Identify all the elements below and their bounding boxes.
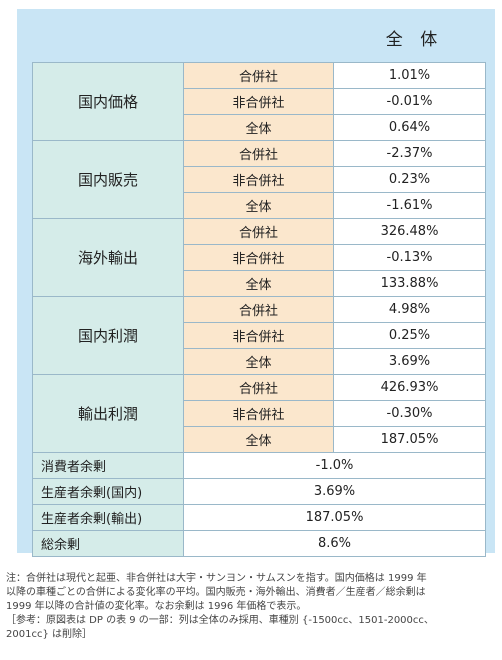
row-value: -0.13% <box>333 244 486 271</box>
row-value: 0.64% <box>333 114 486 141</box>
surplus-value: 3.69% <box>183 478 486 505</box>
surplus-value: 187.05% <box>183 504 486 531</box>
table-row: 非合併社 -0.13% <box>33 244 486 271</box>
surplus-label: 生産者余剰(輸出) <box>32 504 184 531</box>
category-domestic-price: 国内価格 <box>32 62 184 141</box>
row-value: 0.23% <box>333 166 486 193</box>
row-value: 3.69% <box>333 348 486 375</box>
table-row: 国内販売 合併社 -2.37% <box>32 140 486 219</box>
row-value: -0.01% <box>333 88 486 115</box>
row-label: 合併社 <box>183 374 334 401</box>
category-domestic-profit: 国内利潤 <box>32 296 184 375</box>
table-row: 非合併社 0.23% <box>33 166 486 193</box>
row-label: 合併社 <box>183 62 334 89</box>
surplus-value: -1.0% <box>183 452 486 479</box>
table-row: 全体 0.64% <box>33 114 486 141</box>
row-value: 133.88% <box>333 270 486 297</box>
row-label: 全体 <box>183 114 334 141</box>
row-value: 0.25% <box>333 322 486 349</box>
row-value: 1.01% <box>333 62 486 89</box>
surplus-label: 総余剰 <box>32 530 184 557</box>
column-header-total: 全 体 <box>385 30 444 50</box>
row-value: 4.98% <box>333 296 486 323</box>
table-row: 海外輸出 合併社 326.48% <box>32 218 486 297</box>
table-row: 消費者余剰 -1.0% <box>32 452 486 479</box>
row-value: -1.61% <box>333 192 486 219</box>
row-label: 合併社 <box>183 218 334 245</box>
category-export-profit: 輸出利潤 <box>32 374 184 453</box>
row-label: 全体 <box>183 426 334 453</box>
row-value: 187.05% <box>333 426 486 453</box>
row-label: 非合併社 <box>183 322 334 349</box>
table-row: 生産者余剰(国内) 3.69% <box>32 478 486 505</box>
table-row: 輸出利潤 合併社 426.93% <box>32 374 486 453</box>
row-label: 合併社 <box>183 140 334 167</box>
row-value: -0.30% <box>333 400 486 427</box>
category-overseas-export: 海外輸出 <box>32 218 184 297</box>
row-label: 非合併社 <box>183 88 334 115</box>
table-row: 総余剰 8.6% <box>32 530 486 557</box>
table-row: 非合併社 0.25% <box>33 322 486 349</box>
table-row: 全体 3.69% <box>33 348 486 375</box>
footnote-line: 1999 年以降の合計値の変化率。なお余剰は 1996 年価格で表示。 <box>6 601 307 612</box>
results-table: 国内価格 合併社 1.01% 非合併社 -0.01% 全体 0.64% 国内販売… <box>32 62 486 557</box>
row-label: 全体 <box>183 192 334 219</box>
footnote-line: 注：合併社は現代と起亜、非合併社は大宇・サンヨン・サムスンを指す。国内価格は 1… <box>6 573 427 584</box>
row-value: -2.37% <box>333 140 486 167</box>
footnote-line: ［参考：原図表は DP の表 9 の一部：列は全体のみ採用、車種別 {-1500… <box>6 615 434 626</box>
table-row: 全体 133.88% <box>33 270 486 297</box>
table-row: 非合併社 -0.30% <box>33 400 486 427</box>
row-label: 非合併社 <box>183 244 334 271</box>
table-row: 全体 -1.61% <box>33 192 486 219</box>
footnote: 注：合併社は現代と起亜、非合併社は大宇・サンヨン・サムスンを指す。国内価格は 1… <box>6 572 498 642</box>
row-label: 合併社 <box>183 296 334 323</box>
row-label: 全体 <box>183 270 334 297</box>
row-label: 全体 <box>183 348 334 375</box>
table-row: 非合併社 -0.01% <box>33 88 486 115</box>
footnote-line: 2001cc} は削除］ <box>6 629 92 640</box>
row-value: 326.48% <box>333 218 486 245</box>
row-label: 非合併社 <box>183 166 334 193</box>
table-row: 国内価格 合併社 1.01% <box>32 62 486 141</box>
surplus-value: 8.6% <box>183 530 486 557</box>
row-value: 426.93% <box>333 374 486 401</box>
footnote-line: 以降の車種ごとの合併による変化率の平均。国内販売・海外輸出、消費者／生産者／総余… <box>6 587 426 598</box>
table-row: 生産者余剰(輸出) 187.05% <box>32 504 486 531</box>
surplus-label: 生産者余剰(国内) <box>32 478 184 505</box>
category-domestic-sales: 国内販売 <box>32 140 184 219</box>
table-row: 国内利潤 合併社 4.98% <box>32 296 486 375</box>
row-label: 非合併社 <box>183 400 334 427</box>
surplus-label: 消費者余剰 <box>32 452 184 479</box>
